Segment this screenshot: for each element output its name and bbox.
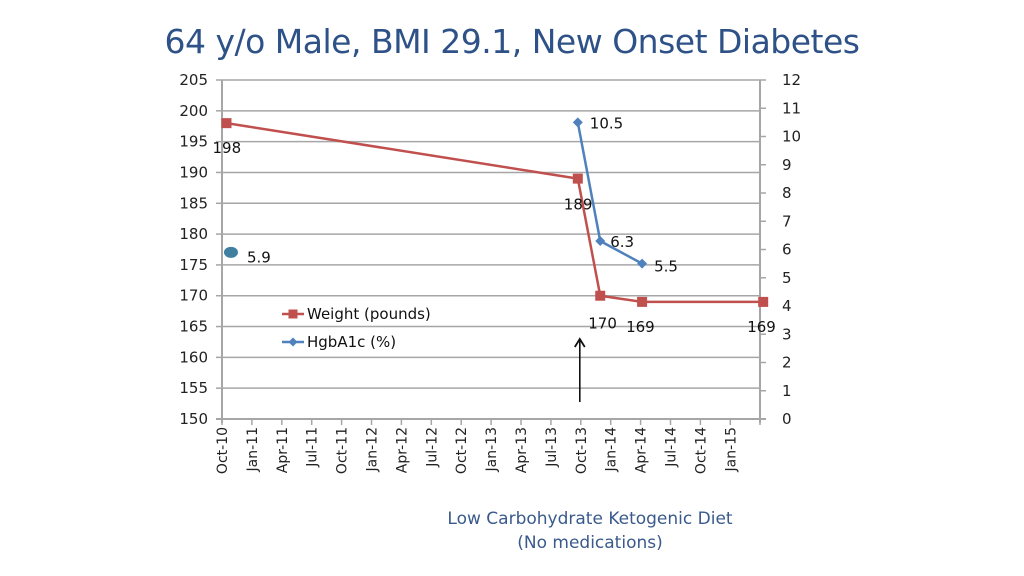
legend-label: HgbA1c (%)	[307, 333, 396, 351]
x-tick-label: Jan-13	[484, 427, 500, 472]
chart-title: 64 y/o Male, BMI 29.1, New Onset Diabete…	[164, 22, 860, 61]
y-left-tick-label: 165	[179, 318, 208, 336]
x-tick-label: Oct-14	[693, 427, 709, 474]
data-label-weight-pounds: 198	[212, 139, 241, 157]
y-right-tick-label: 1	[782, 382, 792, 400]
series-line-weight-pounds	[226, 121, 764, 304]
x-tick-label: Jul-11	[305, 427, 321, 468]
y-left-tick-label: 175	[179, 256, 208, 274]
x-tick-label: Apr-11	[275, 427, 291, 473]
annotations	[574, 337, 586, 402]
caption-no-medications: (No medications)	[517, 533, 663, 553]
y-right-tick-label: 3	[782, 325, 792, 343]
x-tick-label: Jul-13	[544, 427, 560, 468]
x-tick-label: Jan-11	[245, 427, 261, 472]
y-left-tick-label: 200	[179, 102, 208, 120]
x-tick-label: Jan-15	[723, 427, 739, 472]
data-labels: 198 189 170 169 169 10.5 6.3 5.5 5.9	[212, 114, 775, 336]
data-point-hgba1c	[572, 117, 583, 128]
y-right-tick-label: 4	[782, 297, 792, 315]
y-left-tick-label: 185	[179, 194, 208, 212]
y-right-tick-label: 8	[782, 184, 792, 202]
y-right-tick-label: 5	[782, 269, 792, 287]
x-tick-label: Oct-13	[574, 427, 590, 474]
data-label-baseline-hgba1c: 5.9	[247, 248, 271, 266]
y-right-tick-label: 7	[782, 212, 792, 230]
y-left-tick-label: 150	[179, 410, 208, 428]
x-tick-label: Oct-11	[335, 427, 351, 474]
x-tick-label: Apr-12	[394, 427, 410, 473]
data-label-hgba1c: 10.5	[590, 114, 623, 132]
y-right-tick-label: 12	[782, 71, 801, 89]
data-label-weight-pounds: 189	[564, 196, 593, 214]
data-point-hgba1c	[595, 236, 606, 247]
data-label-hgba1c: 6.3	[610, 233, 634, 251]
legend-label: Weight (pounds)	[307, 305, 431, 323]
data-label-weight-pounds: 170	[588, 315, 617, 333]
y-right-tick-label: 11	[782, 99, 801, 117]
x-tick-label: Jan-12	[365, 427, 381, 472]
x-axis-labels: Oct-10 Jan-11 Apr-11 Jul-11 Oct-11 Jan-12 Apr-…	[215, 427, 739, 474]
legend-marker-diamond	[288, 337, 298, 347]
y-right-tick-label: 6	[782, 241, 792, 259]
y-left-tick-label: 180	[179, 225, 208, 243]
y-left-tick-label: 155	[179, 379, 208, 397]
data-label-weight-pounds: 169	[626, 318, 655, 336]
y-left-tick-label: 170	[179, 287, 208, 305]
legend: Weight (pounds) HgbA1c (%)	[282, 305, 431, 351]
data-point-weight-pounds	[758, 296, 769, 307]
data-point-hgba1c	[637, 258, 648, 269]
y-left-tick-label: 205	[179, 71, 208, 89]
y-right-tick-label: 10	[782, 128, 801, 146]
series-group	[221, 117, 769, 307]
x-tick-label: Apr-13	[514, 427, 530, 473]
y-axis-left-labels: 150 155 160 165 170 175 180 185 190 195 200 205	[179, 71, 208, 428]
caption-diet: Low Carbohydrate Ketogenic Diet	[447, 509, 733, 529]
gridlines	[222, 79, 760, 389]
x-tick-label: Jul-14	[664, 427, 680, 468]
x-tick-label: Apr-14	[634, 427, 650, 473]
y-left-tick-label: 160	[179, 348, 208, 366]
data-label-weight-pounds: 169	[747, 318, 776, 336]
data-point-weight-pounds	[572, 173, 583, 184]
y-left-tick-label: 195	[179, 133, 208, 151]
x-tick-label: Jul-12	[424, 427, 440, 468]
x-tick-label: Oct-12	[454, 427, 470, 474]
arrow-head	[574, 337, 586, 348]
legend-marker-square	[288, 309, 298, 319]
y-right-tick-label: 9	[782, 156, 792, 174]
y-right-tick-label: 2	[782, 354, 792, 372]
x-tick-label: Jan-14	[604, 427, 620, 473]
data-point-weight-pounds	[221, 118, 232, 129]
y-left-tick-label: 190	[179, 163, 208, 181]
data-label-hgba1c: 5.5	[654, 258, 678, 276]
data-point-baseline-hgba1c	[223, 246, 238, 258]
data-point-weight-pounds	[595, 290, 606, 301]
axes	[216, 79, 766, 425]
data-point-weight-pounds	[637, 296, 648, 307]
x-tick-label: Oct-10	[215, 427, 231, 474]
y-right-tick-label: 0	[782, 410, 792, 428]
